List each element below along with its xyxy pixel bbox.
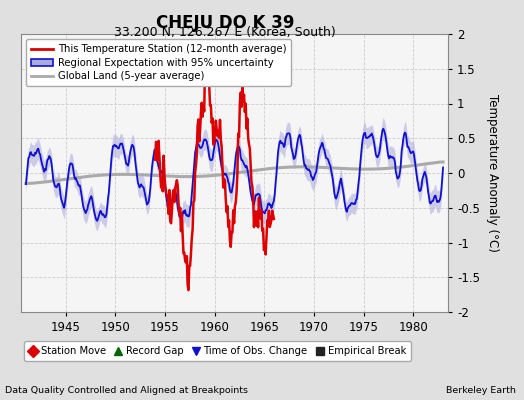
Legend: Station Move, Record Gap, Time of Obs. Change, Empirical Break: Station Move, Record Gap, Time of Obs. C… [24, 341, 411, 361]
Text: CHEJU DO K 39: CHEJU DO K 39 [156, 14, 294, 32]
Y-axis label: Temperature Anomaly (°C): Temperature Anomaly (°C) [486, 94, 499, 252]
Text: 33.200 N, 126.267 E (Korea, South): 33.200 N, 126.267 E (Korea, South) [114, 26, 336, 39]
Text: Berkeley Earth: Berkeley Earth [446, 386, 516, 395]
Text: Data Quality Controlled and Aligned at Breakpoints: Data Quality Controlled and Aligned at B… [5, 386, 248, 395]
